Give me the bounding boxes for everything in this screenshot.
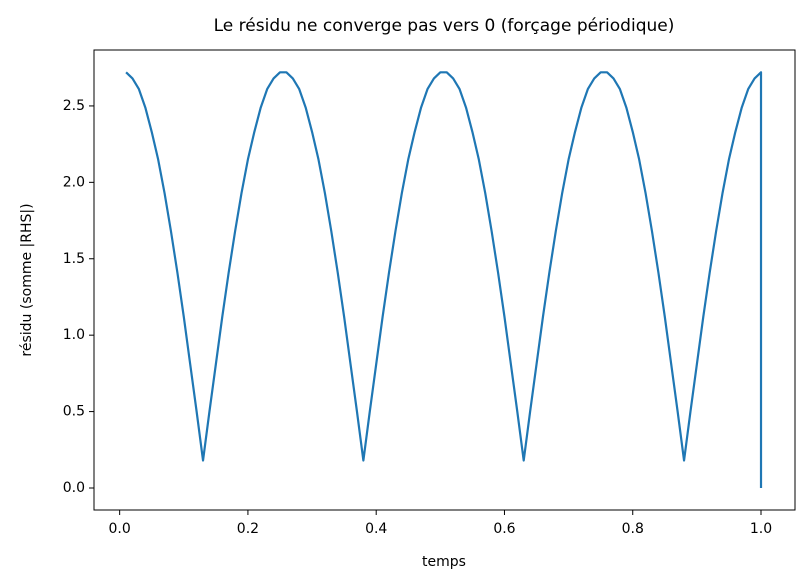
x-tick-label: 0.8 [622, 521, 644, 537]
x-tick-label: 1.0 [750, 521, 772, 537]
x-tick-label: 0.2 [237, 521, 259, 537]
x-tick-label: 0.0 [109, 521, 131, 537]
y-tick-label: 2.0 [63, 174, 85, 190]
line-series [125, 71, 763, 488]
x-tick-label: 0.4 [365, 521, 387, 537]
plot-frame [93, 49, 796, 511]
y-tick-label: 0.0 [63, 480, 85, 496]
x-tick-label: 0.6 [493, 521, 515, 537]
x-axis-label: temps [422, 554, 466, 570]
y-tick-label: 1.0 [63, 327, 85, 343]
y-tick-label: 0.5 [63, 404, 85, 420]
y-tick-label: 1.5 [63, 251, 85, 267]
chart-title: Le résidu ne converge pas vers 0 (forçag… [214, 16, 675, 36]
y-axis-label: résidu (somme |RHS|) [19, 203, 35, 356]
y-tick-label: 2.5 [63, 98, 85, 114]
